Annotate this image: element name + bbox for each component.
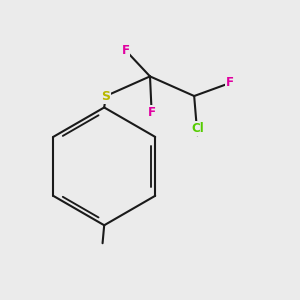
Text: F: F [148,106,156,119]
Text: Cl: Cl [191,122,204,135]
Text: F: F [226,76,234,89]
Text: S: S [101,89,110,103]
Text: F: F [122,44,130,57]
